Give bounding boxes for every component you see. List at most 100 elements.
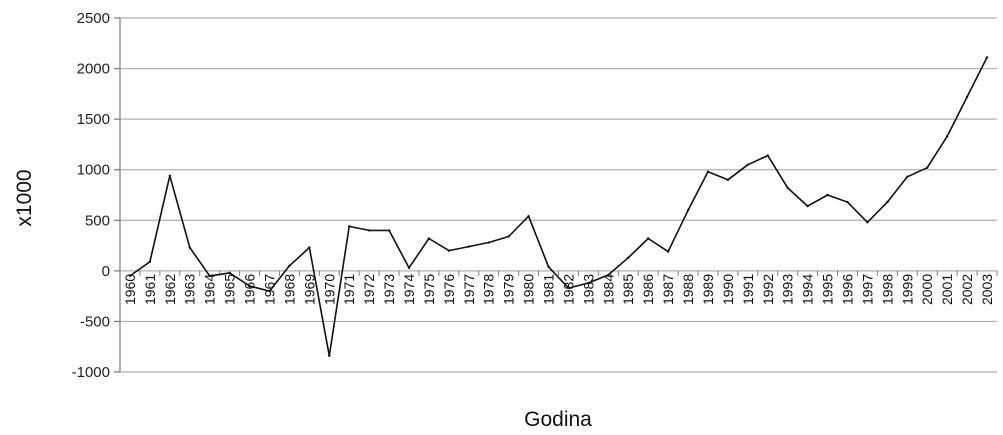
x-tick-label: 1985 xyxy=(620,274,636,305)
data-point xyxy=(726,178,730,182)
data-point xyxy=(846,200,849,204)
x-tick-label: 1964 xyxy=(202,274,218,305)
x-axis-label: Godina xyxy=(524,408,592,431)
x-tick-label: 1989 xyxy=(700,274,716,305)
y-tick-label: -1000 xyxy=(72,364,110,381)
data-point xyxy=(427,237,431,240)
x-tick-label: 2003 xyxy=(979,274,995,305)
x-tick-label: 1999 xyxy=(899,274,915,305)
x-tick-labels: 1960 1961 1962 1963 1964 1965 1966 1967 1968 1969… xyxy=(119,270,998,305)
y-tick-label: 1500 xyxy=(77,111,110,128)
data-point xyxy=(288,264,291,267)
x-tick-label: 1972 xyxy=(361,274,377,305)
data-point xyxy=(985,56,989,59)
data-point xyxy=(268,289,271,293)
x-tick-label: 1992 xyxy=(760,274,776,305)
data-point xyxy=(906,175,909,178)
x-tick-label: 1960 xyxy=(122,274,138,305)
y-tick-label: 0 xyxy=(102,263,110,280)
data-point xyxy=(148,260,152,263)
data-point xyxy=(607,273,610,277)
data-point xyxy=(926,166,929,169)
series-layer xyxy=(128,56,989,358)
data-point xyxy=(328,354,331,358)
x-tick-label: 1978 xyxy=(481,274,497,305)
data-point xyxy=(786,186,789,190)
data-point xyxy=(188,246,191,249)
x-tick-label: 1966 xyxy=(242,274,258,305)
x-tick-label: 1990 xyxy=(720,274,736,305)
x-tick-label: 1982 xyxy=(560,274,576,305)
data-point xyxy=(826,193,829,197)
data-point xyxy=(866,221,869,224)
x-tick-label: 1981 xyxy=(541,274,557,305)
x-tick-label: 1980 xyxy=(521,274,537,305)
x-tick-label: 2002 xyxy=(959,274,975,305)
x-tick-label: 1988 xyxy=(680,274,696,305)
y-tick-labels: 2500 2000 1500 1000 500 0 -500 -1000 xyxy=(72,10,110,381)
data-point xyxy=(487,241,490,244)
x-tick-label: 2001 xyxy=(939,274,955,305)
data-point xyxy=(965,95,969,99)
x-tick-label: 1993 xyxy=(780,274,796,305)
x-tick-label: 1973 xyxy=(381,274,397,305)
data-point xyxy=(686,208,690,212)
x-tick-label: 1984 xyxy=(600,274,616,305)
x-tick-label: 1971 xyxy=(341,274,357,305)
grid-lines xyxy=(114,17,997,373)
x-tick-label: 1995 xyxy=(820,274,836,305)
data-point xyxy=(666,250,670,253)
data-point xyxy=(706,170,710,173)
y-tick-label: 1000 xyxy=(77,162,110,179)
data-point xyxy=(467,245,471,248)
data-point xyxy=(407,266,411,270)
data-point xyxy=(507,235,510,238)
x-tick-label: 1998 xyxy=(879,274,895,305)
y-tick-label: 2500 xyxy=(77,10,110,27)
x-tick-label: 1963 xyxy=(182,274,198,305)
data-point xyxy=(228,271,231,275)
data-point xyxy=(746,163,750,166)
x-tick-label: 1994 xyxy=(800,274,816,305)
x-tick-label: 1976 xyxy=(441,274,457,305)
x-tick-label: 2000 xyxy=(919,274,935,305)
data-point xyxy=(527,215,530,218)
x-tick-label: 1961 xyxy=(142,274,158,305)
x-tick-label: 1975 xyxy=(421,274,437,305)
x-tick-label: 1987 xyxy=(660,274,676,305)
x-tick-label: 1991 xyxy=(740,274,756,305)
x-tick-label: 1969 xyxy=(301,274,317,305)
data-point xyxy=(646,237,650,240)
data-point xyxy=(248,284,251,288)
x-tick-label: 1974 xyxy=(401,274,417,305)
data-point xyxy=(766,154,769,157)
y-tick-label: -500 xyxy=(80,313,110,330)
x-tick-label: 1986 xyxy=(640,274,656,305)
x-tick-label: 1997 xyxy=(859,274,875,305)
data-point xyxy=(387,229,391,232)
data-point xyxy=(547,265,550,269)
x-tick-label: 1967 xyxy=(261,274,277,305)
data-point xyxy=(447,249,451,252)
data-point xyxy=(128,274,132,278)
x-tick-label: 1983 xyxy=(580,274,596,305)
x-tick-label: 1977 xyxy=(461,274,477,305)
data-point xyxy=(886,200,889,204)
y-tick-label: 500 xyxy=(85,212,110,229)
data-point xyxy=(567,286,570,290)
x-tick-label: 1965 xyxy=(222,274,238,305)
x-tick-label: 1968 xyxy=(281,274,297,305)
data-point xyxy=(168,174,172,177)
data-point xyxy=(806,204,809,208)
data-point xyxy=(367,229,371,232)
data-point xyxy=(348,225,351,228)
x-tick-label: 1996 xyxy=(840,274,856,305)
series-line xyxy=(129,57,988,357)
x-tick-label: 1970 xyxy=(321,274,337,305)
data-point xyxy=(308,246,311,249)
data-point xyxy=(208,274,211,278)
data-point xyxy=(587,281,590,285)
y-axis-label: x1000 xyxy=(13,169,36,226)
data-point xyxy=(627,256,630,259)
